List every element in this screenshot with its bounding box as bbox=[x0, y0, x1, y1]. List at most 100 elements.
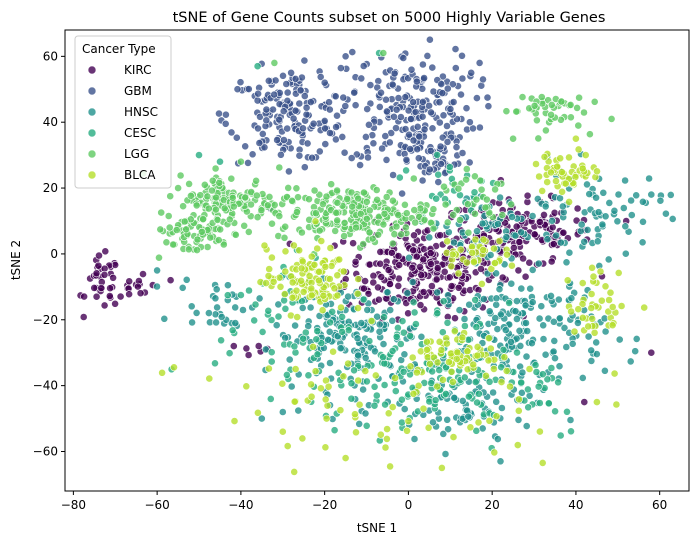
scatter-point-lgg bbox=[156, 225, 165, 234]
scatter-point-blca bbox=[326, 244, 335, 252]
scatter-point-lgg bbox=[362, 214, 371, 223]
x-tick-label: −20 bbox=[312, 498, 337, 512]
scatter-point-blca bbox=[322, 414, 331, 423]
scatter-point-gbm bbox=[241, 142, 250, 151]
scatter-point-hnsc bbox=[450, 238, 458, 247]
scatter-point-hnsc bbox=[496, 193, 504, 202]
scatter-point-gbm bbox=[374, 77, 383, 85]
scatter-point-lgg bbox=[400, 200, 409, 209]
scatter-point-gbm bbox=[287, 68, 295, 77]
scatter-point-gbm bbox=[475, 123, 484, 132]
scatter-point-lgg bbox=[372, 186, 381, 194]
scatter-point-lgg bbox=[471, 209, 479, 218]
scatter-point-blca bbox=[305, 272, 314, 280]
scatter-point-lgg bbox=[359, 240, 368, 248]
scatter-point-blca bbox=[158, 368, 166, 377]
scatter-point-hnsc bbox=[639, 197, 647, 206]
scatter-point-hnsc bbox=[178, 283, 187, 292]
scatter-point-cesc bbox=[388, 346, 397, 355]
scatter-point-blca bbox=[297, 276, 305, 285]
scatter-point-gbm bbox=[426, 146, 435, 155]
scatter-point-blca bbox=[479, 246, 488, 254]
scatter-point-lgg bbox=[197, 227, 206, 236]
scatter-point-kirc bbox=[361, 277, 369, 285]
scatter-point-hnsc bbox=[627, 196, 635, 205]
scatter-point-hnsc bbox=[638, 238, 647, 247]
scatter-point-blca bbox=[353, 289, 362, 298]
scatter-point-gbm bbox=[389, 171, 397, 179]
scatter-point-gbm bbox=[296, 86, 305, 95]
scatter-point-hnsc bbox=[460, 315, 469, 323]
scatter-point-hnsc bbox=[565, 248, 574, 257]
scatter-point-lgg bbox=[359, 188, 368, 197]
scatter-point-lgg bbox=[193, 235, 202, 244]
scatter-point-lgg bbox=[192, 201, 201, 210]
scatter-point-lgg bbox=[268, 219, 276, 228]
scatter-point-gbm bbox=[436, 142, 445, 151]
scatter-point-gbm bbox=[392, 105, 401, 114]
scatter-point-lgg bbox=[542, 126, 550, 135]
scatter-point-blca bbox=[307, 284, 316, 293]
scatter-point-hnsc bbox=[539, 335, 548, 343]
scatter-point-hnsc bbox=[594, 208, 603, 217]
scatter-point-blca bbox=[614, 268, 623, 277]
scatter-point-kirc bbox=[125, 290, 134, 299]
scatter-point-lgg bbox=[162, 238, 171, 247]
scatter-point-blca bbox=[486, 344, 495, 353]
scatter-point-hnsc bbox=[647, 190, 656, 199]
scatter-point-lgg bbox=[464, 228, 473, 237]
scatter-point-blca bbox=[292, 286, 301, 295]
scatter-point-lgg bbox=[440, 182, 448, 191]
scatter-point-cesc bbox=[464, 392, 473, 401]
scatter-point-hnsc bbox=[541, 350, 550, 359]
scatter-point-blca bbox=[424, 423, 433, 432]
scatter-point-blca bbox=[456, 245, 465, 254]
scatter-point-blca bbox=[438, 375, 447, 384]
scatter-point-gbm bbox=[348, 48, 357, 56]
scatter-point-blca bbox=[336, 406, 345, 415]
scatter-point-lgg bbox=[270, 59, 279, 67]
scatter-point-blca bbox=[593, 167, 601, 176]
scatter-point-lgg bbox=[315, 226, 324, 235]
scatter-point-gbm bbox=[412, 77, 421, 86]
scatter-point-kirc bbox=[573, 204, 582, 213]
scatter-point-gbm bbox=[467, 68, 476, 77]
scatter-point-gbm bbox=[407, 65, 416, 74]
scatter-point-gbm bbox=[465, 118, 474, 127]
scatter-point-hnsc bbox=[539, 321, 548, 330]
scatter-point-blca bbox=[330, 284, 339, 293]
scatter-point-lgg bbox=[429, 224, 438, 233]
scatter-point-cesc bbox=[556, 431, 565, 440]
scatter-point-lgg bbox=[498, 211, 507, 219]
scatter-point-gbm bbox=[284, 167, 293, 176]
scatter-point-kirc bbox=[136, 289, 145, 298]
legend-label-blca: BLCA bbox=[124, 168, 156, 182]
scatter-point-lgg bbox=[184, 245, 193, 254]
axes-layer: −80 −60 −40 −20 0 20 40 60 −60 −40 −20 0 20 40 60 bbox=[33, 49, 668, 512]
scatter-point-lgg bbox=[392, 222, 401, 231]
scatter-point-cesc bbox=[472, 323, 481, 331]
scatter-point-gbm bbox=[415, 132, 424, 141]
scatter-point-hnsc bbox=[223, 281, 232, 290]
scatter-point-hnsc bbox=[528, 298, 537, 307]
scatter-point-kirc bbox=[351, 257, 360, 266]
scatter-point-gbm bbox=[465, 158, 474, 167]
scatter-point-cesc bbox=[236, 291, 245, 299]
scatter-point-blca bbox=[578, 279, 587, 287]
scatter-point-blca bbox=[205, 374, 214, 383]
scatter-point-gbm bbox=[302, 110, 311, 119]
scatter-point-kirc bbox=[384, 266, 393, 274]
scatter-point-hnsc bbox=[458, 396, 467, 405]
scatter-point-blca bbox=[558, 168, 566, 176]
scatter-point-hnsc bbox=[592, 193, 600, 202]
scatter-point-blca bbox=[601, 282, 610, 291]
scatter-point-blca bbox=[565, 153, 573, 162]
scatter-point-gbm bbox=[260, 143, 269, 152]
scatter-point-blca bbox=[578, 300, 587, 308]
scatter-point-hnsc bbox=[433, 288, 442, 297]
scatter-point-gbm bbox=[483, 93, 492, 102]
scatter-point-hnsc bbox=[410, 435, 419, 443]
scatter-point-blca bbox=[307, 252, 316, 261]
scatter-point-hnsc bbox=[507, 279, 516, 288]
scatter-point-cesc bbox=[380, 381, 389, 389]
